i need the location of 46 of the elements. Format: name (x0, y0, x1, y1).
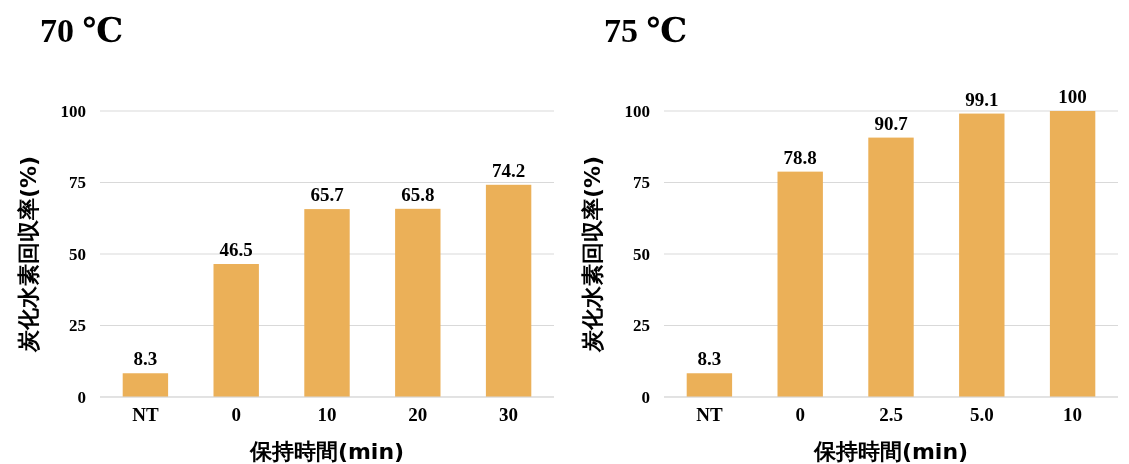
x-tick-label: NT (696, 404, 723, 425)
data-label: 8.3 (697, 348, 722, 370)
data-label: 100 (1058, 86, 1087, 107)
y-tick-label: 25 (69, 316, 86, 336)
y-tick-label: 25 (633, 316, 650, 336)
y-tick-label: 50 (69, 244, 86, 264)
data-label: 90.7 (874, 112, 909, 134)
y-tick-label: 100 (624, 101, 650, 121)
bar (959, 113, 1005, 397)
y-tick-label: 100 (60, 101, 86, 121)
bar (213, 264, 259, 397)
y-tick-label: 75 (69, 173, 86, 193)
chart-title: 70 ℃ (40, 12, 124, 49)
bar (1049, 111, 1096, 397)
bar (485, 184, 532, 397)
y-axis-title: 炭化水素回収率(%) (580, 155, 605, 354)
x-axis-title: 保持時間(min) (812, 439, 969, 464)
bar (868, 137, 914, 397)
bar (304, 209, 350, 397)
x-tick-label: 0 (231, 404, 241, 425)
data-label: 8.3 (133, 348, 158, 370)
y-tick-label: 0 (641, 387, 650, 407)
data-label: 65.8 (401, 183, 435, 205)
data-label: 78.8 (783, 146, 817, 168)
x-axis-title: 保持時間(min) (248, 439, 405, 464)
y-tick-label: 0 (77, 387, 86, 407)
data-label: 74.2 (491, 159, 526, 181)
y-tick-label: 75 (633, 173, 650, 193)
x-tick-label: NT (132, 404, 159, 425)
bar (395, 208, 441, 397)
x-tick-label: 20 (408, 404, 428, 425)
bar (122, 373, 169, 397)
x-tick-label: 5.0 (969, 404, 994, 425)
x-tick-label: 2.5 (879, 404, 903, 425)
x-tick-label: 10 (317, 404, 337, 425)
bar (777, 171, 823, 397)
chart-title: 75 ℃ (604, 12, 688, 49)
y-axis-title: 炭化水素回収率(%) (16, 155, 41, 354)
bar (686, 373, 733, 397)
x-tick-label: 30 (499, 404, 519, 425)
x-tick-label: 10 (1063, 404, 1083, 425)
y-tick-label: 50 (633, 244, 650, 264)
x-tick-label: 0 (795, 404, 805, 425)
data-label: 99.1 (965, 88, 999, 110)
data-label: 65.7 (310, 184, 345, 206)
data-label: 46.5 (219, 239, 253, 261)
